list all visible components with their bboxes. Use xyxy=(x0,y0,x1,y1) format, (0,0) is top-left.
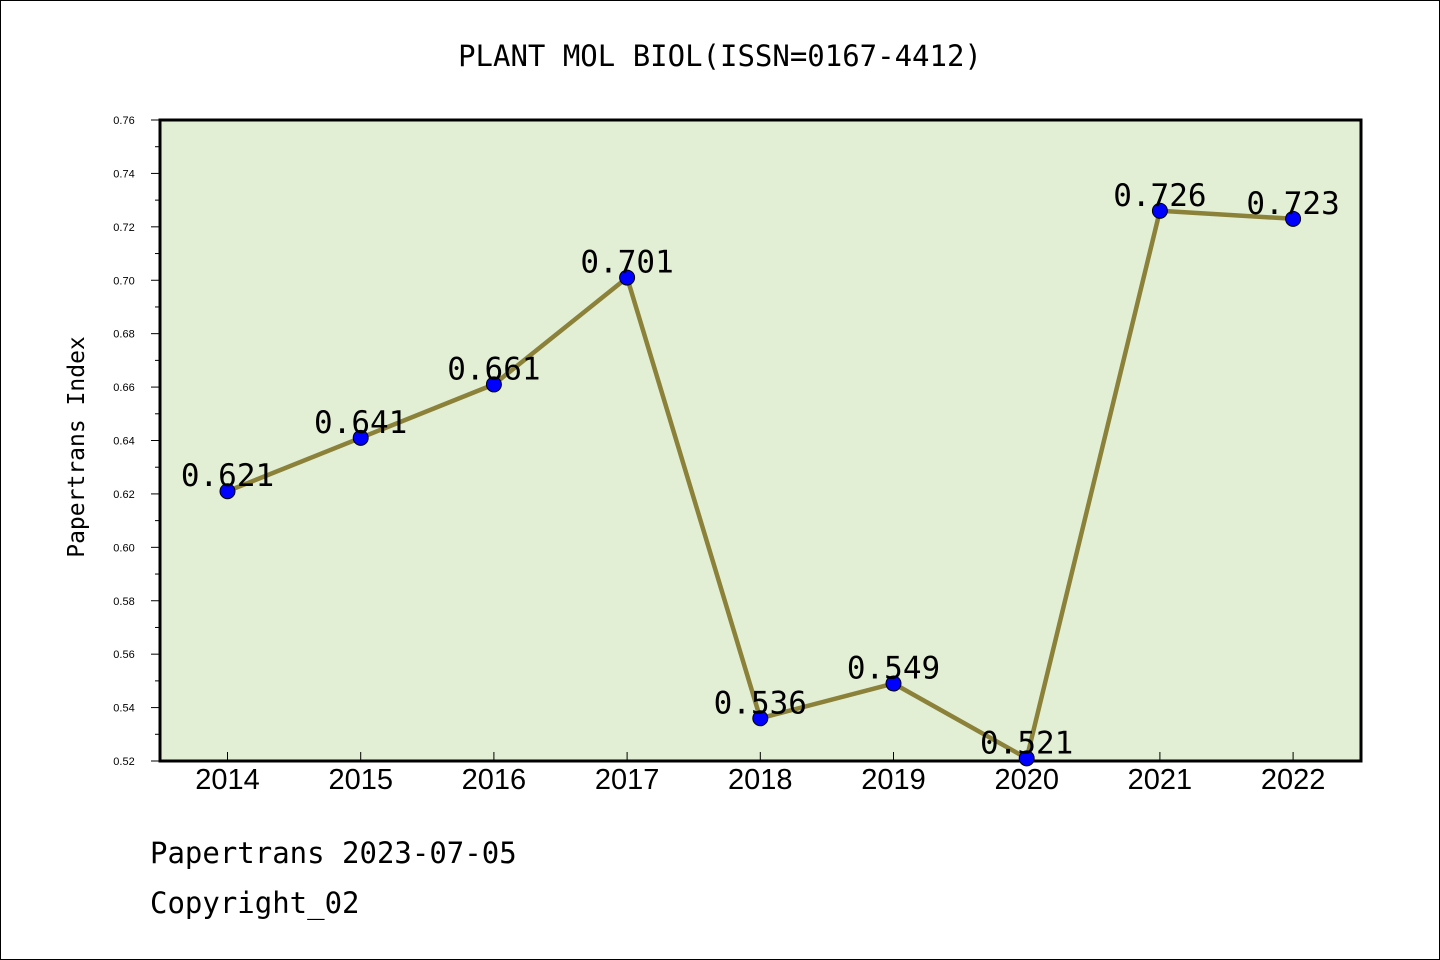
series-markers xyxy=(219,202,1302,767)
x-tick-label: 2014 xyxy=(195,764,260,796)
x-tick-label: 2015 xyxy=(328,764,393,796)
y-tick-label: 0.56 xyxy=(113,649,134,661)
data-point xyxy=(485,376,502,393)
x-tick-label: 2016 xyxy=(462,764,527,796)
data-point xyxy=(752,710,769,727)
footer-copyright: Copyright_02 xyxy=(150,886,360,920)
x-tick-label: 2018 xyxy=(728,764,793,796)
y-tick-label: 0.72 xyxy=(113,222,134,234)
data-label: 0.701 xyxy=(580,245,673,281)
y-tick-label: 0.64 xyxy=(113,436,134,448)
y-tick-label: 0.54 xyxy=(113,703,134,715)
x-tick-label: 2022 xyxy=(1261,764,1326,796)
data-point xyxy=(1018,750,1035,767)
data-point xyxy=(1151,202,1168,219)
x-axis-ticks: 2014 2015 2016 2017 2018 2019 2020 2021 2022 xyxy=(195,752,1325,796)
data-label: 0.661 xyxy=(447,351,540,387)
data-label: 0.641 xyxy=(314,405,407,441)
y-tick-label: 0.62 xyxy=(113,489,134,501)
y-tick-label: 0.60 xyxy=(113,542,134,554)
y-tick-label: 0.66 xyxy=(113,382,134,394)
y-tick-label: 0.70 xyxy=(113,275,134,287)
x-tick-label: 2017 xyxy=(595,764,660,796)
data-label: 0.723 xyxy=(1246,186,1339,222)
x-tick-label: 2019 xyxy=(861,764,926,796)
data-labels: 0.621 0.641 0.661 0.701 0.536 0.549 0.521 0.726… xyxy=(181,178,1340,762)
data-label: 0.726 xyxy=(1113,178,1206,214)
y-tick-label: 0.52 xyxy=(113,756,134,768)
footer-date: Papertrans 2023-07-05 xyxy=(150,836,517,870)
data-point xyxy=(885,675,902,692)
y-tick-label: 0.68 xyxy=(113,329,134,341)
y-tick-label: 0.74 xyxy=(113,168,134,180)
x-tick-label: 2020 xyxy=(994,764,1059,796)
data-point xyxy=(219,483,236,500)
data-label: 0.536 xyxy=(714,685,807,721)
y-axis-ticks: 0.52 0.54 0.56 0.58 0.60 0.62 0.64 0.66 0.68 0.70… xyxy=(113,115,160,768)
data-label: 0.549 xyxy=(847,651,940,687)
x-tick-label: 2021 xyxy=(1128,764,1193,796)
data-label: 0.621 xyxy=(181,458,274,494)
y-axis-label: Papertrans Index xyxy=(64,336,90,558)
y-tick-label: 0.58 xyxy=(113,596,134,608)
y-tick-label: 0.76 xyxy=(113,115,134,127)
data-label: 0.521 xyxy=(980,725,1073,761)
data-point xyxy=(619,269,636,286)
data-point xyxy=(352,429,369,446)
data-point xyxy=(1285,210,1302,227)
chart-title: PLANT MOL BIOL(ISSN=0167-4412) xyxy=(458,39,982,73)
